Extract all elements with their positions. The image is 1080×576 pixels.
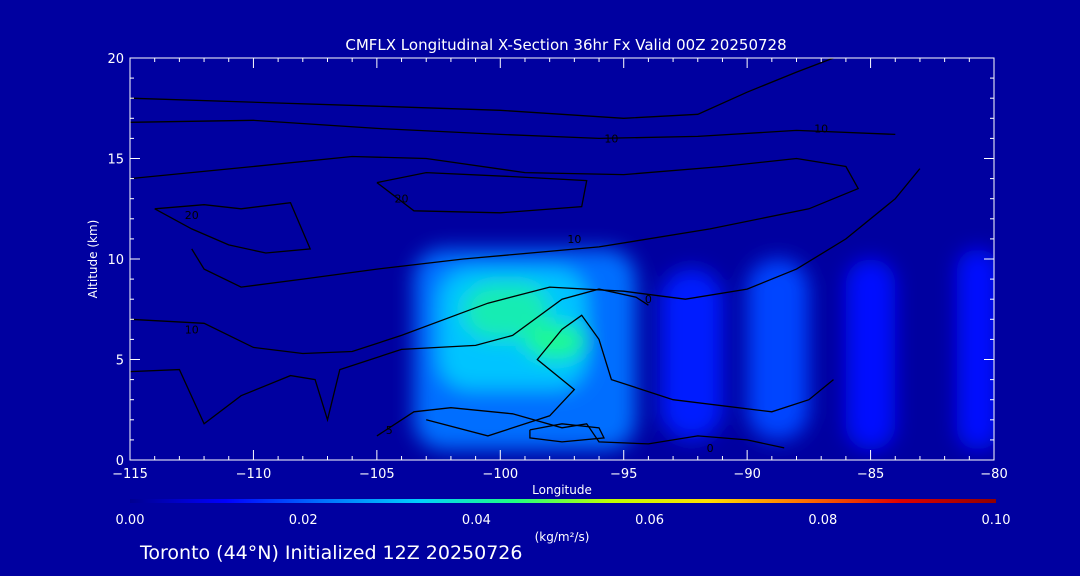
contour-line <box>130 168 921 355</box>
colorbar-tick-label: 0.08 <box>808 513 837 528</box>
y-tick-label: 5 <box>116 354 124 369</box>
contour-label: 10 <box>185 323 199 336</box>
contour-line <box>154 201 312 254</box>
y-tick-label: 20 <box>107 52 124 67</box>
chart-title: CMFLX Longitudinal X-Section 36hr Fx Val… <box>345 36 786 54</box>
contour-line <box>376 407 785 449</box>
x-tick-label: −115 <box>112 467 148 482</box>
x-tick-label: −110 <box>236 467 272 482</box>
x-tick-label: −95 <box>610 467 637 482</box>
contour-label: 20 <box>185 209 199 222</box>
contour-line <box>130 155 860 288</box>
contour-label: 10 <box>567 233 581 246</box>
contour-label: 20 <box>395 193 409 206</box>
contour-label: 10 <box>814 122 828 135</box>
y-tick-label: 15 <box>107 153 124 168</box>
x-axis-label: Longitude <box>532 483 592 497</box>
x-axis: −115 −110 −105 −100 −95 −90 −85 −80 <box>112 58 1008 482</box>
contour-label: 10 <box>604 132 618 145</box>
x-tick-label: −85 <box>857 467 884 482</box>
y-tick-label: 10 <box>107 253 124 268</box>
contour-label: 5 <box>386 424 393 437</box>
contour-label: 0 <box>645 293 652 306</box>
colorbar-tick-label: 0.04 <box>462 513 491 528</box>
contour-line <box>130 119 896 140</box>
colorbar-tick-label: 0.10 <box>982 513 1011 528</box>
colorbar <box>130 499 996 503</box>
x-tick-label: −90 <box>733 467 760 482</box>
x-tick-label: −80 <box>980 467 1007 482</box>
flux-region <box>660 269 723 440</box>
contour-line <box>529 423 606 443</box>
contour-line <box>130 58 834 119</box>
contour-line <box>426 314 834 437</box>
contour-line <box>376 171 588 214</box>
footer-init-text: Toronto (44°N) Initialized 12Z 20250726 <box>140 542 523 564</box>
y-axis-label: Altitude (km) <box>86 220 100 299</box>
x-tick-label: −100 <box>482 467 518 482</box>
colorbar-unit-label: (kg/m²/s) <box>535 530 590 544</box>
colorbar-tick-label: 0.00 <box>116 513 145 528</box>
colorbar-tick-label: 0.06 <box>635 513 664 528</box>
contour-labels: 10 10 10 20 20 10 0 0 5 <box>185 122 828 455</box>
y-axis: 0 5 10 15 20 <box>107 52 994 469</box>
contour-label: 0 <box>707 442 714 455</box>
y-tick-label: 0 <box>116 454 124 469</box>
colorbar-tick-label: 0.02 <box>289 513 318 528</box>
flux-region <box>747 259 809 440</box>
colorbar-ticks: 0.00 0.02 0.04 0.06 0.08 0.10 <box>116 513 1011 528</box>
convective-flux-field <box>413 248 994 450</box>
flux-region <box>463 283 550 340</box>
flux-region <box>524 323 587 360</box>
x-tick-label: −105 <box>359 467 395 482</box>
flux-region <box>845 259 896 450</box>
flux-region <box>956 248 994 450</box>
contour-line <box>130 288 649 425</box>
contour-lines <box>130 58 921 449</box>
